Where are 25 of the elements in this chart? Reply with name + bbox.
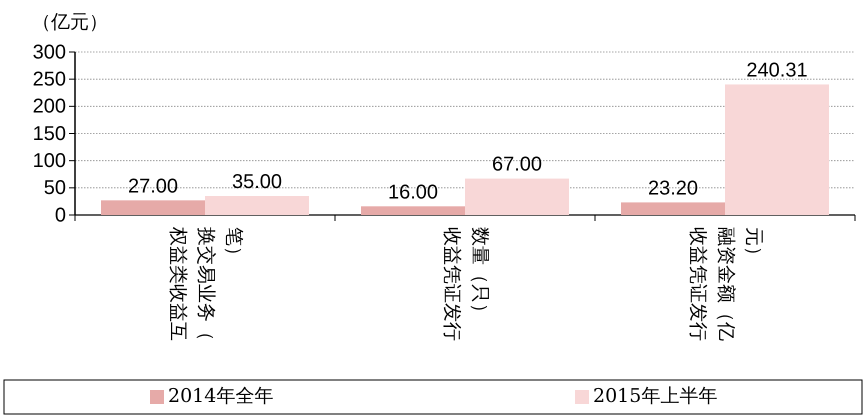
bar bbox=[101, 200, 205, 215]
bar bbox=[465, 178, 569, 215]
y-tick-label: 200 bbox=[32, 96, 66, 118]
data-label: 23.20 bbox=[648, 177, 698, 200]
x-tick-label: 收益凭证发行融资金额（亿元） bbox=[687, 227, 766, 341]
y-tick-label: 50 bbox=[44, 177, 66, 200]
bar bbox=[621, 202, 725, 215]
legend-label: 2015年上半年 bbox=[593, 384, 718, 407]
data-label: 27.00 bbox=[128, 175, 178, 198]
x-tick-label: 权益类收益互换交易业务（笔） bbox=[167, 226, 246, 341]
bar bbox=[205, 196, 309, 215]
x-tick-label: 收益凭证发行数量（只） bbox=[441, 227, 492, 341]
y-tick-label: 0 bbox=[54, 204, 66, 226]
bar bbox=[361, 206, 465, 215]
y-tick-label: 250 bbox=[32, 68, 66, 91]
legend-label: 2014年全年 bbox=[168, 384, 274, 407]
data-label: 16.00 bbox=[388, 181, 438, 204]
data-label: 35.00 bbox=[232, 170, 282, 193]
data-label: 240.31 bbox=[746, 59, 808, 82]
y-axis-title: （亿元） bbox=[32, 11, 108, 33]
bar bbox=[725, 84, 829, 215]
data-label: 67.00 bbox=[492, 154, 542, 176]
y-tick-label: 150 bbox=[32, 122, 66, 145]
y-tick-label: 300 bbox=[32, 41, 66, 64]
y-tick-label: 100 bbox=[32, 150, 66, 172]
